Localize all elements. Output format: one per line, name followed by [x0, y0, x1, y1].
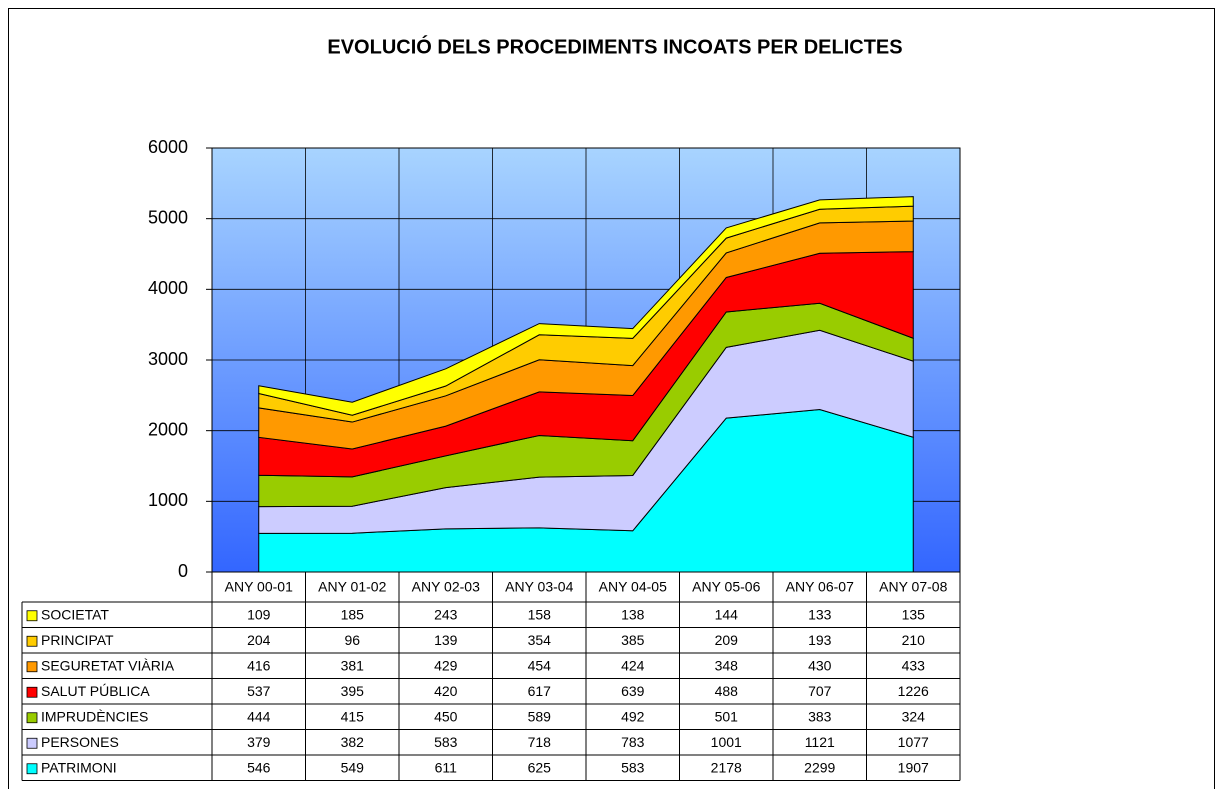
- table-value: 324: [902, 708, 926, 724]
- table-value: 433: [902, 657, 926, 673]
- table-value: 537: [247, 683, 271, 699]
- table-value: 1907: [898, 759, 929, 775]
- legend-swatch: [26, 686, 38, 698]
- x-tick-label: ANY 02-03: [412, 579, 480, 595]
- y-tick-label: 2000: [148, 419, 188, 439]
- table-value: 193: [808, 632, 832, 648]
- legend-label: PRINCIPAT: [41, 632, 114, 648]
- table-value: 2178: [711, 759, 742, 775]
- x-tick-label: ANY 01-02: [318, 579, 386, 595]
- y-tick-label: 6000: [148, 137, 188, 157]
- legend-swatch: [26, 635, 38, 647]
- table-value: 381: [341, 657, 365, 673]
- y-tick-label: 5000: [148, 207, 188, 227]
- table-value: 707: [808, 683, 832, 699]
- table-value: 1077: [898, 734, 929, 750]
- table-value: 583: [621, 759, 645, 775]
- table-value: 209: [715, 632, 739, 648]
- table-value: 546: [247, 759, 271, 775]
- y-tick-label: 0: [178, 561, 188, 581]
- area: [258, 196, 914, 416]
- table-value: 138: [621, 606, 645, 622]
- table-value: 611: [435, 759, 458, 775]
- table-value: 718: [528, 734, 552, 750]
- table-value: 454: [528, 657, 552, 673]
- table-value: 139: [434, 632, 458, 648]
- table-value: 158: [528, 606, 552, 622]
- frame: [8, 8, 1215, 789]
- table-value: 420: [434, 683, 458, 699]
- table-value: 109: [247, 606, 271, 622]
- table-value: 583: [434, 734, 458, 750]
- table-value: 385: [621, 632, 645, 648]
- table-value: 1226: [898, 683, 929, 699]
- legend-label: IMPRUDÈNCIES: [41, 708, 148, 724]
- table-value: 1121: [805, 734, 835, 750]
- table-value: 492: [621, 708, 645, 724]
- legend-swatch: [26, 712, 38, 724]
- y-tick-label: 3000: [148, 349, 188, 369]
- legend-swatch: [26, 610, 38, 622]
- table-value: 382: [341, 734, 365, 750]
- x-tick-label: ANY 05-06: [692, 579, 760, 595]
- table-value: 379: [247, 734, 271, 750]
- table-value: 243: [434, 606, 458, 622]
- table-value: 348: [715, 657, 739, 673]
- table-value: 1001: [711, 734, 742, 750]
- legend-swatch: [26, 763, 38, 775]
- table-value: 549: [341, 759, 365, 775]
- legend-label: PATRIMONI: [41, 759, 117, 775]
- table-value: 354: [528, 632, 552, 648]
- table-value: 144: [715, 606, 739, 622]
- table-value: 501: [715, 708, 739, 724]
- table-value: 589: [528, 708, 552, 724]
- y-tick-label: 4000: [148, 278, 188, 298]
- legend-label: SALUT PÚBLICA: [41, 683, 150, 699]
- legend-swatch: [26, 661, 38, 673]
- y-tick-label: 1000: [148, 490, 188, 510]
- table-value: 639: [621, 683, 645, 699]
- x-tick-label: ANY 07-08: [879, 579, 947, 595]
- table-value: 96: [344, 632, 360, 648]
- x-tick-label: ANY 06-07: [786, 579, 854, 595]
- table-value: 210: [902, 632, 926, 648]
- legend-label: SEGURETAT VIÀRIA: [41, 657, 175, 673]
- table-value: 488: [715, 683, 739, 699]
- table-value: 415: [341, 708, 365, 724]
- table-value: 395: [341, 683, 365, 699]
- legend-label: PERSONES: [41, 734, 119, 750]
- legend-label: SOCIETAT: [41, 606, 109, 622]
- table-value: 204: [247, 632, 271, 648]
- table-value: 430: [808, 657, 832, 673]
- table-value: 133: [808, 606, 832, 622]
- x-tick-label: ANY 00-01: [225, 579, 293, 595]
- table-value: 383: [808, 708, 832, 724]
- table-value: 625: [528, 759, 552, 775]
- x-tick-label: ANY 03-04: [505, 579, 573, 595]
- table-value: 2299: [804, 759, 835, 775]
- table-value: 135: [902, 606, 926, 622]
- table-value: 444: [247, 708, 271, 724]
- table-value: 783: [621, 734, 645, 750]
- table-value: 416: [247, 657, 271, 673]
- table-value: 429: [434, 657, 458, 673]
- table-value: 450: [434, 708, 458, 724]
- table-value: 617: [528, 683, 552, 699]
- x-tick-label: ANY 04-05: [599, 579, 667, 595]
- table-value: 185: [341, 606, 365, 622]
- legend-swatch: [26, 737, 38, 749]
- table-value: 424: [621, 657, 645, 673]
- chart-title: EVOLUCIÓ DELS PROCEDIMENTS INCOATS PER D…: [327, 34, 902, 58]
